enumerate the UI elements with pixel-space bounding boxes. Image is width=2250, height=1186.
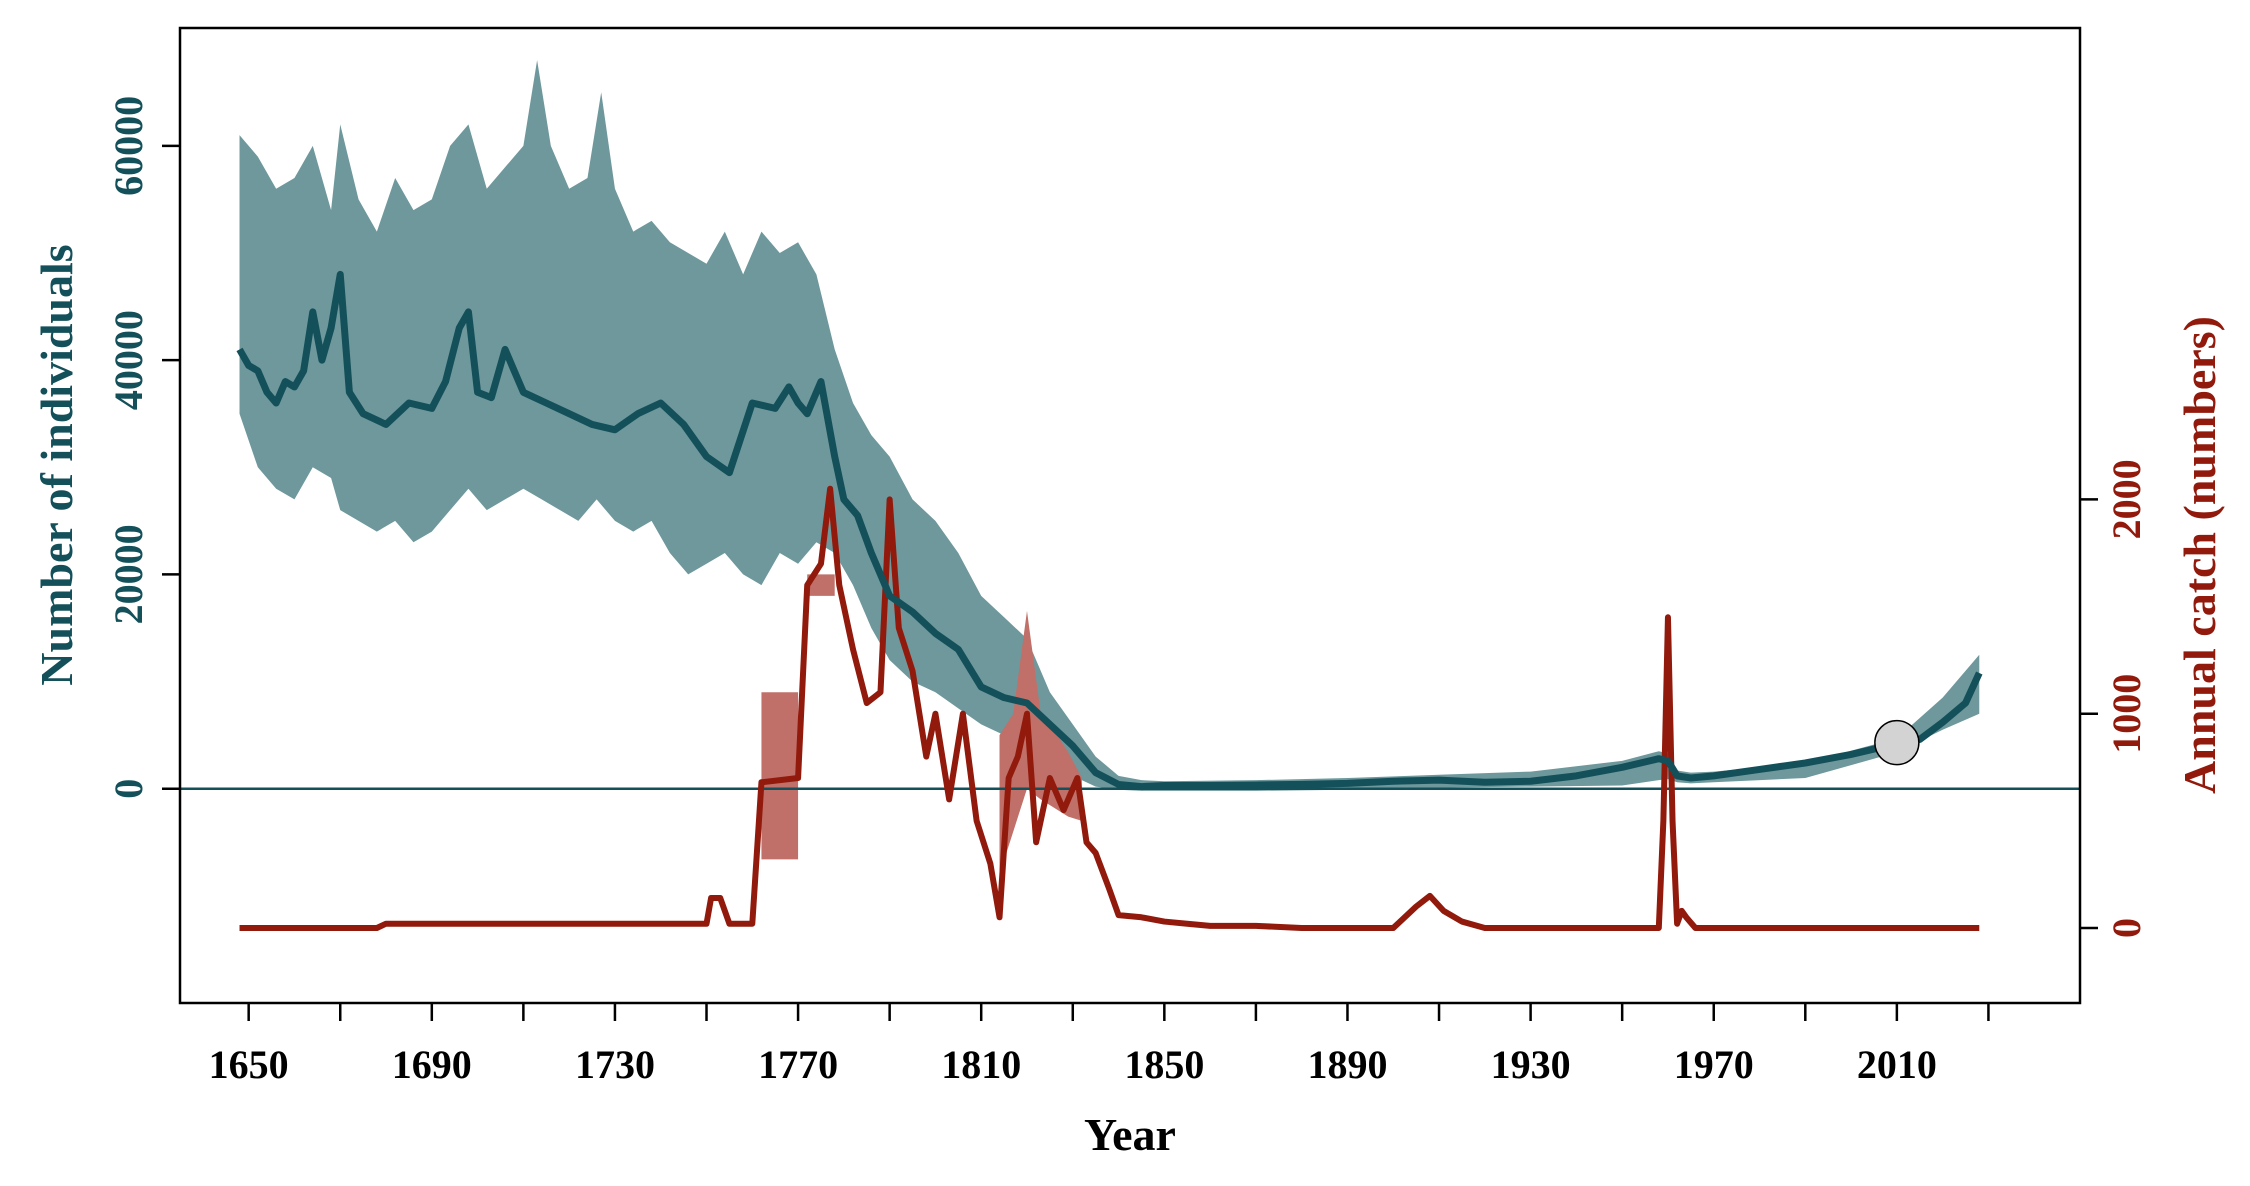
x-tick-label: 1890 (1307, 1042, 1387, 1087)
x-tick-label: 1930 (1491, 1042, 1571, 1087)
right-y-tick-label: 2000 (2104, 459, 2149, 539)
plot-frame (178, 26, 2082, 1005)
right-y-tick-label: 0 (2104, 918, 2149, 938)
x-tick-label: 1650 (209, 1042, 289, 1087)
left-y-tick-label: 0 (106, 779, 151, 799)
x-tick-label: 1970 (1674, 1042, 1754, 1087)
right-y-axis-title: Annual catch (numbers) (2174, 316, 2225, 794)
catch-uncertainty-band-4 (761, 692, 799, 860)
x-tick-label: 1690 (392, 1042, 472, 1087)
x-tick-label: 1850 (1124, 1042, 1204, 1087)
right-y-tick-label: 1000 (2104, 674, 2149, 754)
left-y-axis-title: Number of individuals (31, 244, 82, 685)
x-tick-label: 2010 (1857, 1042, 1937, 1087)
annual-catch-line (239, 485, 1980, 931)
population-line (236, 270, 1983, 791)
x-tick-label: 1770 (758, 1042, 838, 1087)
uncertainty-bands (239, 60, 1980, 875)
x-axis-title: Year (1084, 1109, 1176, 1160)
population-uncertainty-band (239, 60, 1980, 791)
x-tick-label: 1810 (941, 1042, 1021, 1087)
series-lines (180, 270, 2080, 931)
left-y-tick-label: 40000 (106, 310, 151, 410)
x-tick-label: 1730 (575, 1042, 655, 1087)
left-y-tick-label: 20000 (106, 524, 151, 624)
axes: 1650 1690 1730 1770 1810 1850 1890 1930 1970 2010… (106, 26, 2149, 1087)
left-y-tick-label: 60000 (106, 96, 151, 196)
highlight-marker (1874, 719, 1920, 766)
